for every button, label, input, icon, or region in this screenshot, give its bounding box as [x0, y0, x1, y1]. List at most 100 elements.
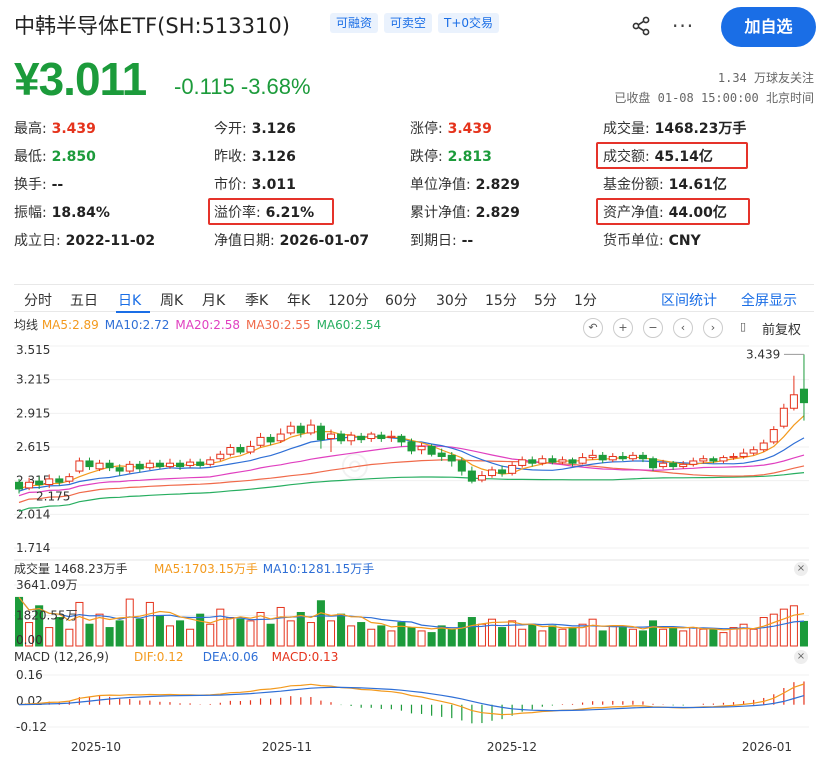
- candle-body: [316, 425, 325, 441]
- tab-11[interactable]: 5分: [534, 293, 557, 309]
- stat-item: 市价: 3.011: [214, 174, 296, 194]
- tab-5[interactable]: 季K: [245, 293, 269, 309]
- share-icon[interactable]: [631, 16, 651, 36]
- ma-legend-item: MA30:2.55: [245, 318, 311, 332]
- adjust-mode-label[interactable]: 前复权: [762, 323, 802, 338]
- volume-bar: [45, 627, 54, 647]
- volume-bar: [628, 628, 637, 647]
- y-tick-label: 3.515: [16, 343, 50, 357]
- volume-bar: [739, 623, 748, 647]
- candle-body: [508, 464, 517, 474]
- stat-item: 到期日: --: [410, 230, 473, 250]
- volume-bar: [437, 625, 446, 647]
- tab-6[interactable]: 年K: [287, 293, 311, 309]
- zoom-out-icon[interactable]: −: [643, 318, 663, 338]
- ma-legend: 均线 MA5:2.89 MA10:2.72 MA20:2.58 MA30:2.55 MA…: [14, 316, 387, 333]
- volume-bar: [176, 620, 185, 647]
- candle-body: [618, 455, 627, 460]
- volume-mid-label: 1820.55万: [16, 609, 78, 623]
- candle-body: [387, 435, 396, 438]
- candle-body: [286, 425, 295, 434]
- close-volume-pane-icon[interactable]: ×: [794, 562, 808, 576]
- volume-bar: [226, 617, 235, 647]
- volume-bar: [135, 618, 144, 647]
- market-status: 已收盘 01-08 15:00:00 北京时间: [614, 91, 814, 105]
- header: 中韩半导体ETF(SH:513310) 可融资 可卖空 T+0交易 ··· 加自…: [0, 0, 826, 50]
- candle-body: [558, 459, 567, 463]
- candle-mode-icon[interactable]: ▯: [739, 320, 747, 333]
- range-stats-link[interactable]: 区间统计: [661, 293, 717, 309]
- candle-body: [779, 407, 788, 427]
- candle-body: [487, 469, 497, 477]
- stat-value: 3.439: [46, 121, 96, 137]
- candle-body: [769, 429, 778, 443]
- candle-body: [447, 454, 456, 462]
- candle-body: [125, 463, 134, 472]
- candle-body: [45, 478, 54, 486]
- stat-label: 今开:: [214, 121, 247, 137]
- candle-body: [236, 447, 245, 453]
- prev-icon[interactable]: ‹: [673, 318, 693, 338]
- y-tick-label: 2.615: [16, 440, 50, 454]
- candle-body: [256, 436, 265, 446]
- volume-bar: [286, 620, 295, 647]
- next-icon[interactable]: ›: [703, 318, 723, 338]
- tab-9[interactable]: 30分: [436, 293, 468, 309]
- y-tick-label: 2.014: [16, 507, 50, 521]
- candle-body: [477, 475, 486, 481]
- volume-legend-item: MA5:1703.15万手: [154, 562, 258, 576]
- volume-bar: [397, 622, 406, 647]
- volume-bar: [508, 620, 517, 647]
- volume-bar: [246, 620, 255, 647]
- tag-t0: T+0交易: [438, 13, 500, 33]
- stat-label: 涨停:: [410, 121, 443, 137]
- stat-value: 2.813: [442, 149, 492, 165]
- tab-12[interactable]: 1分: [574, 293, 597, 309]
- volume-bar: [65, 628, 74, 647]
- candle-body: [155, 462, 164, 468]
- volume-bar: [196, 613, 205, 647]
- candle-body: [75, 460, 84, 472]
- stat-item: 昨收: 3.126: [214, 146, 296, 166]
- tab-2[interactable]: 日K: [118, 293, 142, 309]
- candle-body: [226, 447, 235, 455]
- tab-10[interactable]: 15分: [485, 293, 517, 309]
- tab-1[interactable]: 五日: [70, 293, 98, 309]
- stat-item: 换手: --: [14, 174, 63, 194]
- candle-body: [608, 455, 617, 461]
- volume-bar: [608, 625, 617, 647]
- x-tick-label: 2025-12: [487, 740, 537, 754]
- volume-bar: [477, 623, 486, 647]
- stat-value: 14.61亿: [663, 177, 727, 193]
- candle-body: [15, 481, 24, 490]
- tab-4[interactable]: 月K: [202, 293, 226, 309]
- tab-0[interactable]: 分时: [24, 293, 52, 309]
- tab-3[interactable]: 周K: [160, 293, 184, 309]
- tab-7[interactable]: 120分: [328, 293, 369, 309]
- add-watchlist-button[interactable]: 加自选: [721, 7, 816, 47]
- tab-8[interactable]: 60分: [385, 293, 417, 309]
- volume-bar: [186, 628, 195, 647]
- macd-tick-label: 0.02: [16, 694, 43, 708]
- candle-body: [296, 425, 305, 434]
- volume-ma10-line: [18, 597, 805, 630]
- volume-bar: [447, 628, 456, 647]
- volume-bar: [236, 618, 245, 647]
- x-tick-label: 2026-01: [742, 740, 792, 754]
- stat-item: 最低: 2.850: [14, 146, 96, 166]
- stat-item: 今开: 3.126: [214, 118, 296, 138]
- volume-bar: [75, 601, 84, 647]
- close-macd-pane-icon[interactable]: ×: [794, 650, 808, 664]
- ma60-line: [18, 472, 805, 512]
- more-icon[interactable]: ···: [672, 14, 695, 38]
- stat-item: 溢价率: 6.21%: [214, 202, 314, 222]
- candle-body: [498, 469, 507, 474]
- volume-bar: [367, 628, 376, 647]
- volume-bar: [759, 617, 768, 647]
- undo-icon[interactable]: ↶: [583, 318, 603, 338]
- candle-body: [115, 467, 124, 472]
- zoom-in-icon[interactable]: +: [613, 318, 633, 338]
- fullscreen-link[interactable]: 全屏显示: [741, 293, 797, 309]
- stat-value: 2.829: [470, 177, 520, 193]
